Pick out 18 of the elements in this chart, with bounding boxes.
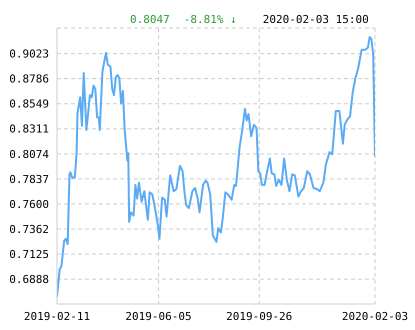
y-tick-label: 0.7837 xyxy=(9,172,49,186)
y-tick-label: 0.7362 xyxy=(9,222,49,236)
y-tick-label: 0.8074 xyxy=(9,148,50,161)
x-tick-label: 2019-06-05 xyxy=(125,310,192,323)
y-tick-label: 0.8549 xyxy=(9,98,49,111)
text: 0.8047 xyxy=(130,13,170,26)
line-series xyxy=(57,36,375,298)
y-tick-label: 0.7600 xyxy=(9,198,49,211)
text: -8.81% ↓ xyxy=(184,13,237,26)
x-tick-label: 2019-09-26 xyxy=(226,310,292,323)
y-tick-label: 0.9023 xyxy=(9,48,49,61)
y-tick-label: 0.6888 xyxy=(9,272,49,286)
text: 2020-02-03 15:00 xyxy=(262,13,369,26)
y-tick-label: 0.8786 xyxy=(9,72,49,86)
y-tick-label: 0.8311 xyxy=(9,122,49,136)
x-tick-label: 2020-02-03 xyxy=(342,310,408,323)
y-tick-label: 0.7125 xyxy=(9,248,49,261)
x-tick-label: 2019-02-11 xyxy=(24,310,90,323)
